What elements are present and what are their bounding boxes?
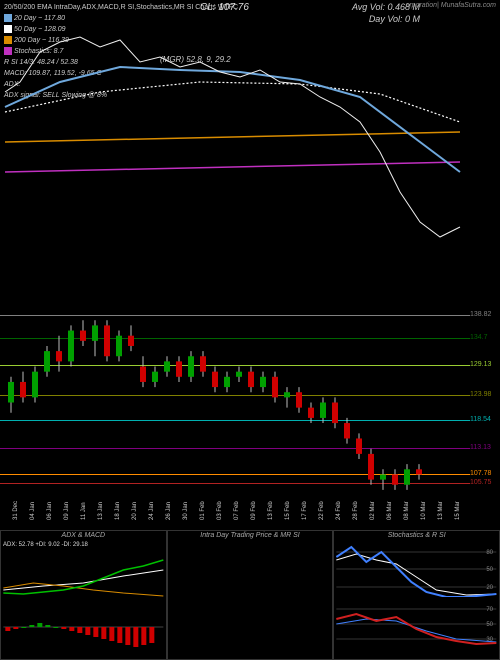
price-level-label: 129.13 [470,361,498,368]
adx-macd-panel[interactable]: ADX & MACD ADX: 52.78 +DI: 9.02 -DI: 29.… [0,530,167,660]
intraday-panel[interactable]: Intra Day Trading Price & MR SI [167,530,334,660]
svg-text:20: 20 [487,585,494,591]
svg-text:50: 50 [487,567,494,573]
date-label: 30 Jan [183,508,189,520]
sub-panels: ADX & MACD ADX: 52.78 +DI: 9.02 -DI: 29.… [0,530,500,660]
price-level-label: 134.7 [470,334,498,341]
date-axis: 31 Dec 04 Jan 06 Jan 09 Jan 11 Jan 13 Jan 18 J… [5,498,470,528]
date-label: 11 Jan [81,508,87,520]
ema-chart[interactable] [0,12,470,302]
date-label: 17 Feb [302,508,308,520]
date-label: 20 Jan [132,508,138,520]
price-level-label: 105.75 [470,479,498,486]
date-label: 03 Feb [217,508,223,520]
stochastics-panel[interactable]: Stochastics & R SI 805020 705030 [333,530,500,660]
date-label: 18 Jan [115,508,121,520]
date-label: 02 Mar [370,508,376,520]
date-label: 13 Feb [268,508,274,520]
intra-title: Intra Day Trading Price & MR SI [170,532,331,542]
price-level-label: 138.82 [470,311,498,318]
date-label: 01 Feb [200,508,206,520]
watermark: orporation| MunafaSutra.com [405,2,496,9]
date-label: 06 Jan [47,508,53,520]
adx-title: ADX & MACD [3,532,164,542]
price-level-label: 118.54 [470,416,498,423]
stoch-title: Stochastics & R SI [336,532,497,542]
svg-text:50: 50 [487,622,494,628]
date-label: 09 Jan [64,508,70,520]
date-label: 28 Feb [353,508,359,520]
candlestick-chart[interactable] [0,305,470,495]
price-level-label: 113.13 [470,444,498,451]
price-level-label: 123.98 [470,391,498,398]
date-label: 13 Mar [438,508,444,520]
date-label: 15 Mar [455,508,461,520]
svg-text:80: 80 [487,550,494,556]
date-label: 31 Dec [13,508,19,520]
date-label: 26 Jan [166,508,172,520]
date-label: 08 Mar [404,508,410,520]
date-label: 10 Mar [421,508,427,520]
date-label: 24 Feb [336,508,342,520]
date-label: 07 Feb [234,508,240,520]
date-label: 13 Jan [98,508,104,520]
date-label: 24 Jan [149,508,155,520]
date-label: 22 Feb [319,508,325,520]
date-label: 09 Feb [251,508,257,520]
price-level-label: 107.78 [470,470,498,477]
svg-text:70: 70 [487,607,494,613]
date-label: 04 Jan [30,508,36,520]
date-label: 15 Feb [285,508,291,520]
date-label: 06 Mar [387,508,393,520]
